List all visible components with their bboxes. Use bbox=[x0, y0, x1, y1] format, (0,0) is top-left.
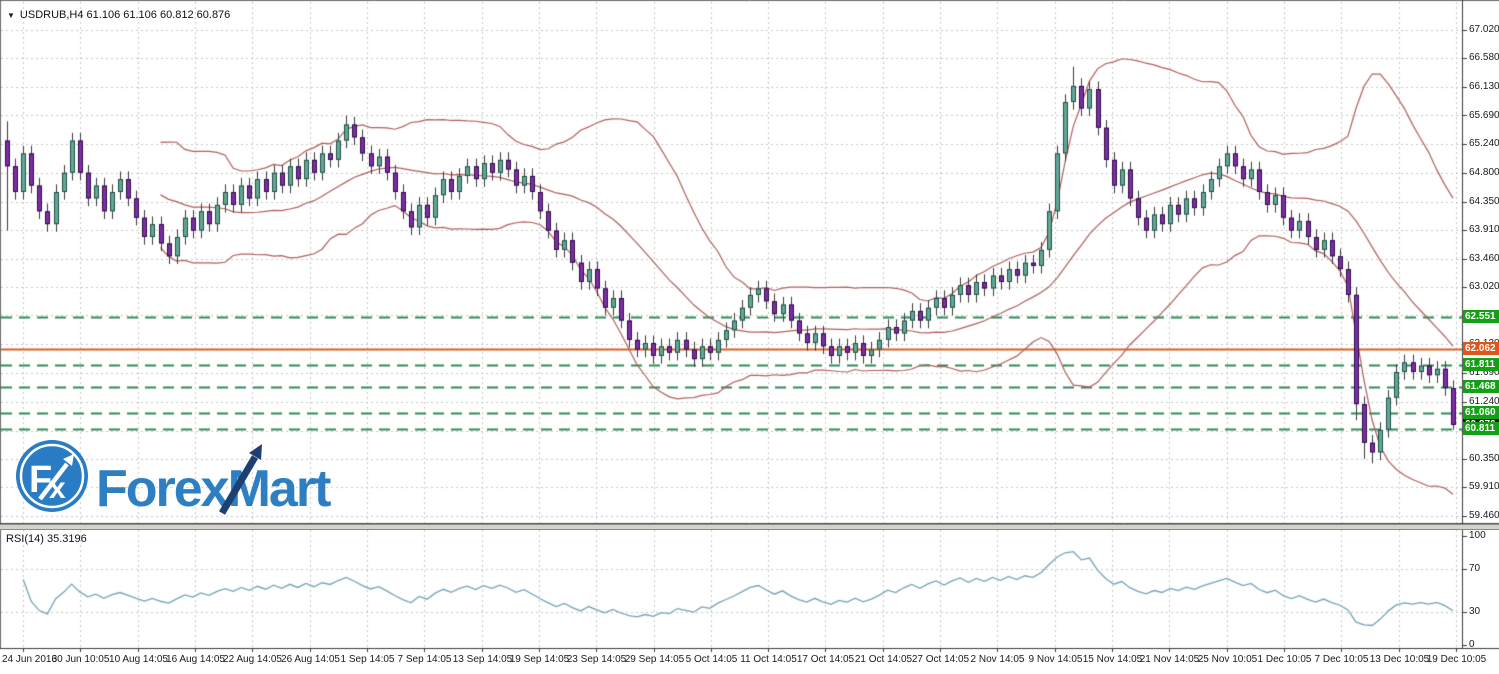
time-axis-label: 2 Nov 14:05 bbox=[970, 654, 1025, 665]
logo-wordmark: ForexMart bbox=[96, 460, 331, 518]
time-axis-label: 13 Dec 10:05 bbox=[1369, 654, 1430, 665]
price-axis-label: 66.580 bbox=[1469, 52, 1499, 64]
price-axis-label: 60.350 bbox=[1469, 452, 1499, 464]
rsi-indicator-label: RSI(14) 35.3196 bbox=[6, 533, 87, 545]
price-badge: 61.468 bbox=[1463, 379, 1499, 393]
time-axis-label: 21 Nov 14:05 bbox=[1139, 654, 1200, 665]
time-axis-label: 7 Sep 14:05 bbox=[397, 654, 452, 665]
time-axis-label: 1 Dec 10:05 bbox=[1257, 654, 1312, 665]
time-axis-label: 29 Sep 14:05 bbox=[624, 654, 685, 665]
logo-circle-arrow-icon bbox=[38, 454, 74, 501]
chevron-down-icon[interactable]: ▼ bbox=[7, 10, 15, 20]
time-axis-label: 23 Sep 14:05 bbox=[566, 654, 627, 665]
time-axis-label: 10 Aug 14:05 bbox=[109, 654, 168, 665]
time-axis-label: 5 Oct 14:05 bbox=[685, 654, 738, 665]
panel-splitter[interactable] bbox=[0, 524, 1499, 530]
price-axis-label: 66.130 bbox=[1469, 81, 1499, 93]
time-axis-label: 21 Oct 14:05 bbox=[854, 654, 913, 665]
price-badge: 60.811 bbox=[1463, 422, 1499, 436]
price-axis-label: 67.020 bbox=[1469, 24, 1499, 35]
time-axis-label: 7 Dec 10:05 bbox=[1314, 654, 1369, 665]
time-axis-label: 27 Oct 14:05 bbox=[911, 654, 970, 665]
time-axis-label: 9 Nov 14:05 bbox=[1028, 654, 1083, 665]
symbol-ohlc-text: USDRUB,H4 61.106 61.106 60.812 60.876 bbox=[19, 9, 231, 21]
rsi-axis-label: 30 bbox=[1469, 606, 1481, 618]
rsi-axis-label: 0 bbox=[1469, 639, 1475, 650]
price-badge: 62.551 bbox=[1463, 310, 1499, 324]
time-axis-label: 25 Nov 10:05 bbox=[1197, 654, 1258, 665]
time-axis-label: 15 Nov 14:05 bbox=[1082, 654, 1143, 665]
time-axis-label: 19 Sep 14:05 bbox=[509, 654, 570, 665]
price-badge: 61.060 bbox=[1463, 406, 1499, 420]
time-axis-label: 11 Oct 14:05 bbox=[740, 654, 797, 665]
time-axis-label: 16 Aug 14:05 bbox=[166, 654, 225, 665]
price-badge: 61.811 bbox=[1463, 357, 1499, 371]
forexmart-logo: F x ForexMart bbox=[16, 440, 333, 518]
logo-circle-ring bbox=[19, 443, 85, 509]
time-axis-label: 26 Aug 14:05 bbox=[281, 654, 340, 665]
price-axis-label: 64.350 bbox=[1469, 195, 1499, 207]
price-axis-label: 64.800 bbox=[1469, 166, 1499, 178]
price-axis-label: 63.910 bbox=[1469, 223, 1499, 235]
time-axis-label: 17 Oct 14:05 bbox=[796, 654, 855, 665]
price-axis-label: 65.690 bbox=[1469, 109, 1499, 121]
time-axis-label: 22 Aug 14:05 bbox=[223, 654, 282, 665]
price-axis-label: 63.460 bbox=[1469, 252, 1499, 264]
price-axis-label: 59.460 bbox=[1469, 510, 1499, 521]
time-axis-label: 30 Jun 10:05 bbox=[51, 654, 110, 665]
price-axis-label: 61.690 bbox=[1469, 366, 1499, 378]
logo-m-arrow-icon bbox=[218, 444, 262, 515]
symbol-info: ▼ USDRUB,H4 61.106 61.106 60.812 60.876 bbox=[7, 9, 230, 21]
time-axis-label: 1 Sep 14:05 bbox=[340, 654, 395, 665]
price-axis-label: 59.910 bbox=[1469, 481, 1499, 493]
price-axis-label: 63.020 bbox=[1469, 281, 1499, 293]
time-axis-label: 13 Sep 14:05 bbox=[452, 654, 513, 665]
price-axis-label: 61.240 bbox=[1469, 395, 1499, 407]
rsi-axis-label: 100 bbox=[1469, 530, 1486, 541]
price-axis-label: 65.240 bbox=[1469, 138, 1499, 150]
price-badge: 62.062 bbox=[1463, 341, 1499, 355]
time-axis-label: 19 Dec 10:05 bbox=[1426, 654, 1487, 665]
time-axis-label: 24 Jun 2016 bbox=[2, 654, 58, 665]
rsi-axis-label: 70 bbox=[1469, 562, 1481, 574]
